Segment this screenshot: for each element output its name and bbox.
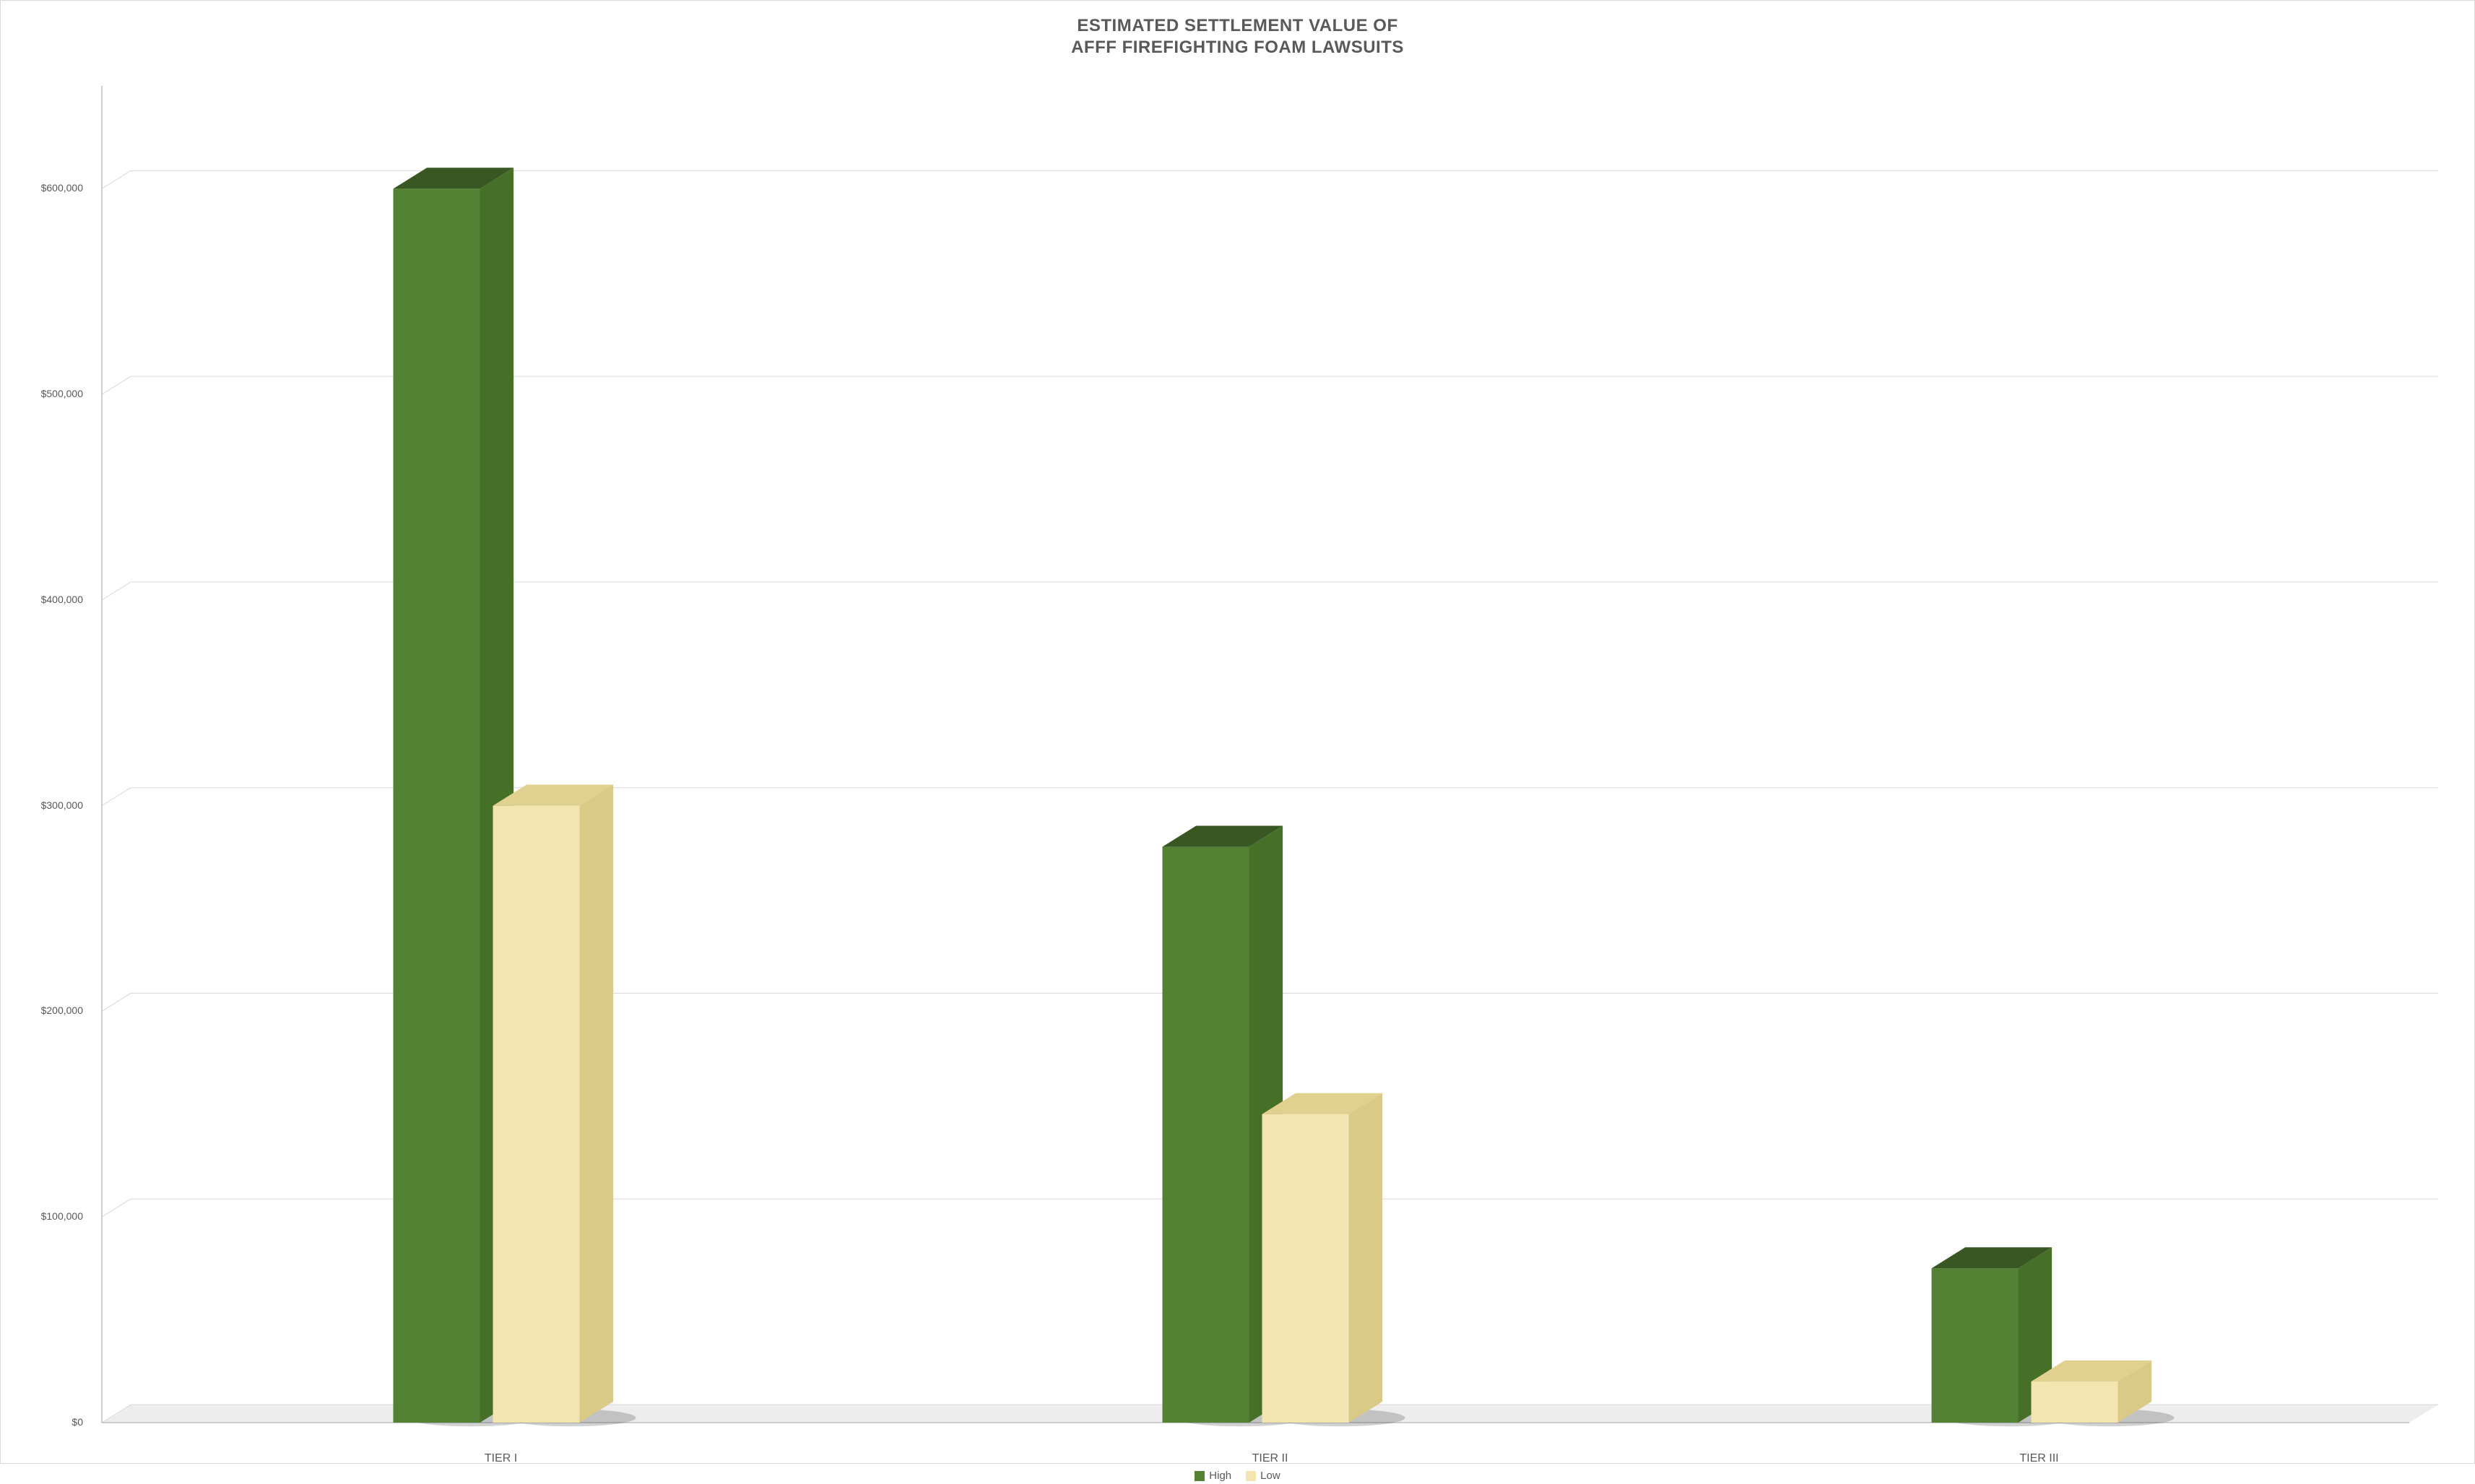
y-tick-label: $300,000: [41, 799, 83, 811]
plot-area-wrapper: $0 $100,000 $200,000 $300,000 $400,000 $500,0…: [22, 64, 2453, 1448]
chart-side-wall: [102, 68, 131, 1423]
plot-area: [87, 64, 2453, 1448]
y-tick-label: $0: [71, 1416, 83, 1428]
y-tick-label: $100,000: [41, 1210, 83, 1222]
chart-container: ESTIMATED SETTLEMENT VALUE OF AFFF FIREF…: [0, 0, 2475, 1464]
legend-swatch: [1195, 1471, 1205, 1481]
legend: High Low: [22, 1465, 2453, 1484]
x-tick-label: TIER II: [885, 1448, 1655, 1465]
x-tick-label: TIER I: [116, 1448, 885, 1465]
legend-item: Low: [1246, 1470, 1280, 1482]
y-tick-label: $500,000: [41, 388, 83, 399]
y-tick-label: $400,000: [41, 594, 83, 605]
bar-front: [1262, 1114, 1349, 1423]
legend-label: Low: [1260, 1470, 1280, 1482]
x-tick-label: TIER III: [1655, 1448, 2424, 1465]
chart-svg: [87, 64, 2453, 1448]
chart-title-line1: ESTIMATED SETTLEMENT VALUE OF: [22, 15, 2453, 37]
legend-swatch: [1246, 1471, 1256, 1481]
bar-front: [1163, 847, 1249, 1423]
legend-label: High: [1209, 1470, 1231, 1482]
chart-title-line2: AFFF FIREFIGHTING FOAM LAWSUITS: [22, 37, 2453, 58]
y-axis: $0 $100,000 $200,000 $300,000 $400,000 $500,0…: [22, 64, 87, 1448]
legend-item: High: [1195, 1470, 1231, 1482]
chart-title: ESTIMATED SETTLEMENT VALUE OF AFFF FIREF…: [22, 15, 2453, 58]
x-axis: TIER ITIER IITIER III: [116, 1448, 2424, 1465]
y-tick-label: $200,000: [41, 1004, 83, 1016]
bar-front: [2032, 1381, 2118, 1423]
bar-front: [493, 806, 580, 1423]
bar-side: [580, 785, 614, 1423]
bar-front: [394, 188, 480, 1423]
y-tick-label: $600,000: [41, 182, 83, 194]
bar-front: [1932, 1268, 2019, 1423]
bar-side: [1349, 1093, 1383, 1423]
